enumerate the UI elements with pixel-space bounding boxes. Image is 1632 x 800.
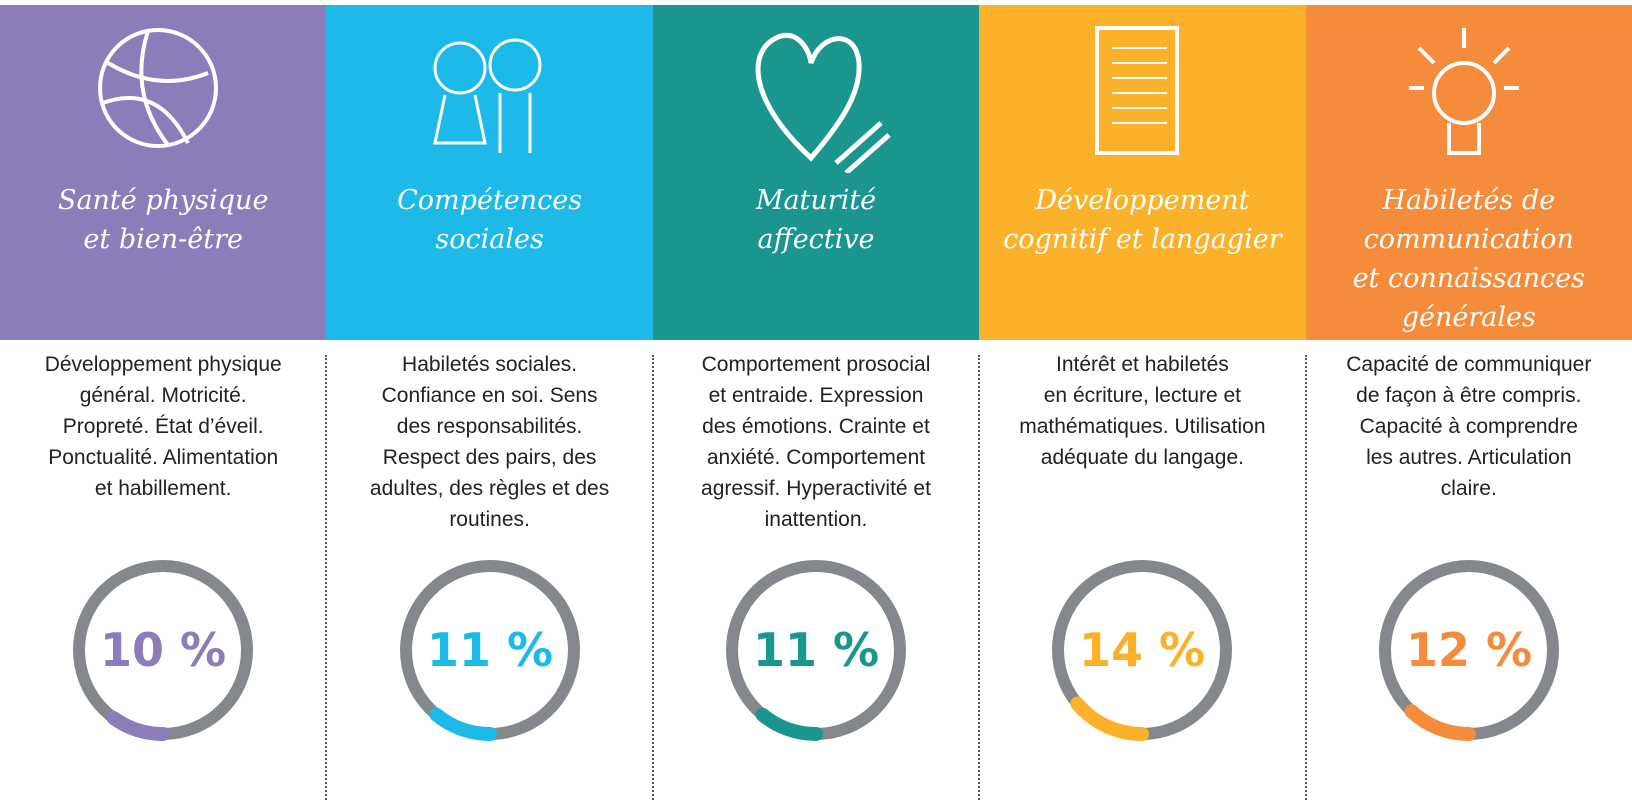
description-line: Confiance en soi. Sens bbox=[326, 380, 652, 411]
ring-gauge: 14 % bbox=[1042, 550, 1242, 750]
value-label: 12 % bbox=[1406, 623, 1532, 677]
description-line: Habiletés sociales. bbox=[326, 349, 652, 380]
description: Habiletés sociales.Confiance en soi. Sen… bbox=[326, 349, 652, 535]
title-line: générales bbox=[1306, 298, 1632, 337]
title-line: sociales bbox=[326, 220, 652, 259]
icon bbox=[1394, 23, 1544, 173]
separator bbox=[978, 355, 980, 800]
description-line: et entraide. Expression bbox=[653, 380, 979, 411]
value-label: 10 % bbox=[100, 623, 226, 677]
description-line: inattention. bbox=[653, 504, 979, 535]
icon bbox=[741, 23, 891, 173]
description-line: Intérêt et habiletés bbox=[979, 349, 1305, 380]
title-line: Développement bbox=[979, 181, 1305, 220]
title-line: Santé physique bbox=[0, 181, 326, 220]
ring-arc bbox=[436, 715, 490, 734]
icon bbox=[415, 23, 565, 173]
value-label: 11 % bbox=[753, 623, 879, 677]
description-line: les autres. Articulation bbox=[1306, 442, 1632, 473]
title-line: Habiletés de bbox=[1306, 181, 1632, 220]
description-line: adéquate du langage. bbox=[979, 442, 1305, 473]
description-line: des émotions. Crainte et bbox=[653, 411, 979, 442]
title-line: Maturité bbox=[653, 181, 979, 220]
title-line: Compétences bbox=[326, 181, 652, 220]
title-line: cognitif et langagier bbox=[979, 220, 1305, 259]
description-line: Développement physique bbox=[0, 349, 326, 380]
description-line: Capacité de communiquer bbox=[1306, 349, 1632, 380]
title-line: et connaissances bbox=[1306, 259, 1632, 298]
value-label: 14 % bbox=[1079, 623, 1205, 677]
separator bbox=[325, 355, 327, 800]
description-line: adultes, des règles et des bbox=[326, 473, 652, 504]
ring-gauge: 11 % bbox=[716, 550, 916, 750]
ring-arc bbox=[1078, 704, 1143, 734]
separator bbox=[652, 355, 654, 800]
description-line: de façon à être compris. bbox=[1306, 380, 1632, 411]
ring-arc bbox=[114, 718, 163, 734]
infographic: Santé physiqueet bien-être Développement … bbox=[0, 0, 1632, 795]
description-line: routines. bbox=[326, 504, 652, 535]
description-line: claire. bbox=[1306, 473, 1632, 504]
description-line: en écriture, lecture et bbox=[979, 380, 1305, 411]
title-line: affective bbox=[653, 220, 979, 259]
description-line: Propreté. État d’éveil. bbox=[0, 411, 326, 442]
description-line: et habillement. bbox=[0, 473, 326, 504]
description-line: des responsabilités. bbox=[326, 411, 652, 442]
icon bbox=[88, 23, 238, 173]
icon bbox=[1067, 23, 1217, 173]
description-line: agressif. Hyperactivité et bbox=[653, 473, 979, 504]
value-label: 11 % bbox=[427, 623, 553, 677]
description-line: Comportement prosocial bbox=[653, 349, 979, 380]
description-line: Respect des pairs, des bbox=[326, 442, 652, 473]
separator bbox=[1305, 355, 1307, 800]
ring-gauge: 12 % bbox=[1369, 550, 1569, 750]
description-line: mathématiques. Utilisation bbox=[979, 411, 1305, 442]
description-line: anxiété. Comportement bbox=[653, 442, 979, 473]
title-line: communication bbox=[1306, 220, 1632, 259]
description-line: Capacité à comprendre bbox=[1306, 411, 1632, 442]
description-line: Ponctualité. Alimentation bbox=[0, 442, 326, 473]
title-line: et bien-être bbox=[0, 220, 326, 259]
ring-gauge: 10 % bbox=[63, 550, 263, 750]
description-line: général. Motricité. bbox=[0, 380, 326, 411]
ring-arc bbox=[762, 715, 816, 734]
ring-gauge: 11 % bbox=[390, 550, 590, 750]
ring-arc bbox=[1411, 711, 1469, 734]
